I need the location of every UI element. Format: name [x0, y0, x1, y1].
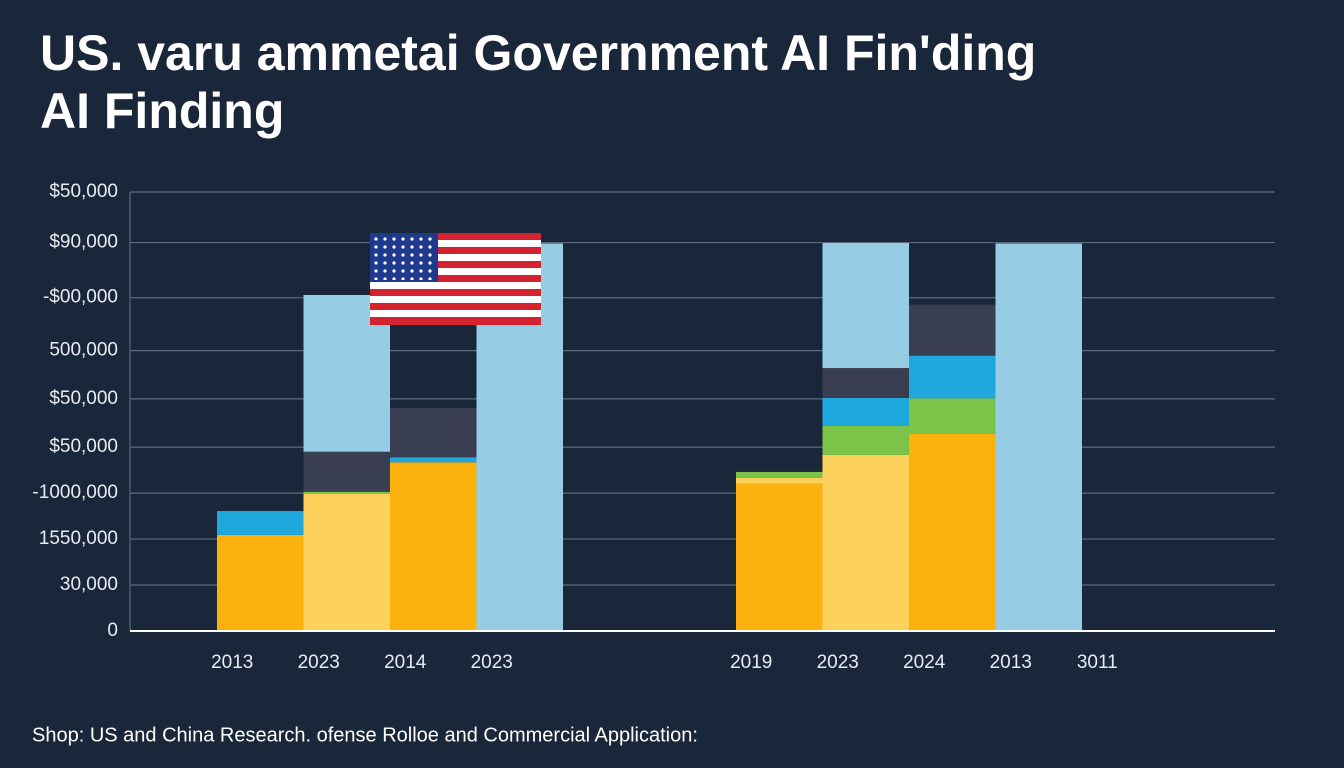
bar-segment	[909, 304, 996, 356]
bar-segment	[390, 408, 477, 458]
chart-title: US. varu ammetai Government AI Fin'ding	[40, 25, 1036, 81]
bar-segment	[822, 368, 909, 398]
x-tick-label: 2023	[471, 652, 513, 673]
plot: 0 30,000 1550,000 -1000,000 $50,000 $50,000 50…	[32, 181, 1275, 673]
bar-segment	[303, 491, 390, 495]
y-tick-label: $50,000	[49, 388, 118, 409]
chart-title: AI Finding	[40, 83, 284, 139]
x-tick-label: 2013	[990, 652, 1032, 673]
bar-segment	[995, 243, 1082, 632]
x-tick-label: 2023	[817, 652, 859, 673]
y-tick-label: $90,000	[49, 232, 118, 253]
bar-segment	[909, 355, 996, 399]
bar-segment	[303, 451, 390, 492]
bar-segment	[303, 494, 390, 631]
bar-segment	[822, 425, 909, 455]
bar-segment	[822, 454, 909, 631]
bar-segment	[909, 433, 996, 631]
caption: Shop: US and China Research. ofense Roll…	[32, 724, 698, 746]
x-tick-label: 2024	[903, 652, 946, 673]
bar-segment	[390, 457, 477, 463]
y-tick-label: $50,000	[49, 181, 118, 202]
y-tick-label: 30,000	[60, 574, 118, 595]
x-tick-label: 2019	[730, 652, 772, 673]
bar-segment	[390, 462, 477, 631]
y-tick-label: -1000,000	[32, 482, 118, 503]
y-tick-label: -$00,000	[43, 287, 118, 308]
y-tick-label: 1550,000	[39, 528, 118, 549]
bar-segment	[217, 511, 304, 535]
bar-segment	[822, 243, 909, 369]
y-tick-label: 500,000	[49, 340, 118, 361]
x-tick-label: 2013	[211, 652, 253, 673]
bar-segment	[822, 397, 909, 426]
x-tick-label: 2014	[384, 652, 427, 673]
bar-segment	[736, 477, 823, 484]
x-tick-label: 3011	[1077, 652, 1118, 673]
bar-segment	[909, 398, 996, 434]
bar-segment	[736, 483, 823, 631]
bar-segment	[736, 471, 823, 478]
y-tick-label: $50,000	[49, 436, 118, 457]
us-flag	[370, 233, 541, 325]
y-tick-label: 0	[107, 620, 118, 641]
bar-segment	[217, 534, 304, 631]
x-tick-label: 2023	[298, 652, 340, 673]
